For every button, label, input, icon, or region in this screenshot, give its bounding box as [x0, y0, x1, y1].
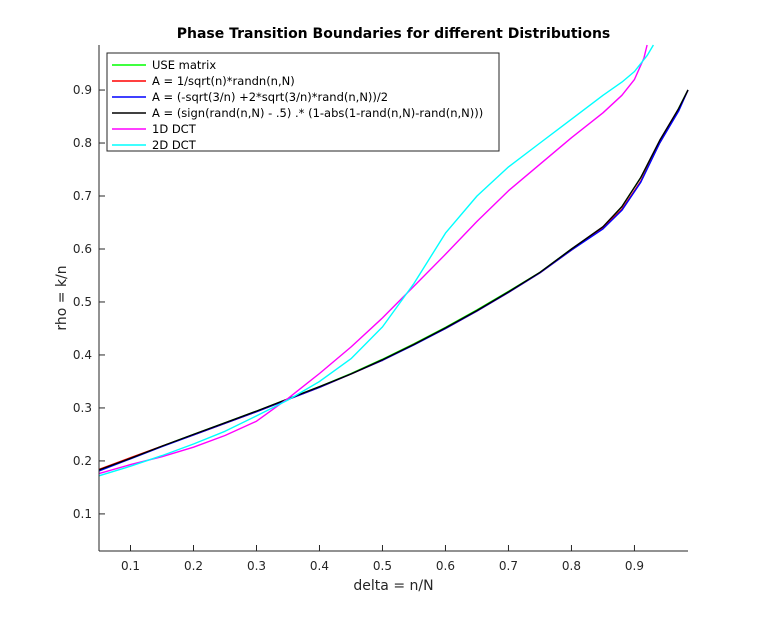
x-tick-label: 0.7	[499, 559, 518, 573]
y-tick-label: 0.7	[73, 189, 92, 203]
y-tick-label: 0.5	[73, 295, 92, 309]
axes-layer	[98, 45, 688, 552]
legend-label-3: A = (-sqrt(3/n) +2*sqrt(3/n)*rand(n,N))/…	[152, 90, 388, 104]
x-axis-label: delta = n/N	[353, 578, 433, 594]
legend-label-6: 2D DCT	[152, 138, 197, 152]
y-tick-label: 0.8	[73, 136, 92, 150]
y-axis-label: rho = k/n	[54, 265, 70, 330]
legend-entries: USE matrix A = 1/sqrt(n)*randn(n,N) A = (-…	[112, 58, 483, 152]
y-tick-label: 0.6	[73, 242, 92, 256]
series-line-4	[98, 89, 689, 471]
x-tick-label: 0.3	[247, 559, 266, 573]
series-line-5	[98, 44, 648, 475]
x-ticks: 0.1 0.2 0.3 0.4 0.5 0.6 0.7 0.8 0.9	[121, 545, 644, 573]
y-tick-label: 0.2	[73, 454, 92, 468]
y-tick-label: 0.1	[73, 507, 92, 521]
chart-title: Phase Transition Boundaries for differen…	[177, 26, 611, 42]
y-tick-label: 0.4	[73, 348, 92, 362]
legend-label-1: USE matrix	[152, 58, 216, 72]
x-tick-label: 0.2	[184, 559, 203, 573]
y-tick-label: 0.9	[73, 83, 92, 97]
x-tick-label: 0.9	[625, 559, 644, 573]
y-tick-label: 0.3	[73, 401, 92, 415]
series-layer	[98, 44, 689, 477]
x-tick-label: 0.5	[373, 559, 392, 573]
legend-box	[106, 52, 500, 152]
y-ticks: 0.1 0.2 0.3 0.4 0.5 0.6 0.7 0.8 0.9	[73, 83, 105, 521]
x-tick-label: 0.4	[310, 559, 329, 573]
x-tick-label: 0.8	[562, 559, 581, 573]
series-line-6	[98, 44, 655, 477]
x-tick-label: 0.6	[436, 559, 455, 573]
legend-label-4: A = (sign(rand(n,N) - .5) .* (1-abs(1-ra…	[152, 106, 483, 120]
x-tick-label: 0.1	[121, 559, 140, 573]
legend-label-2: A = 1/sqrt(n)*randn(n,N)	[152, 74, 295, 88]
legend: USE matrix A = 1/sqrt(n)*randn(n,N) A = (-…	[106, 52, 500, 152]
legend-label-5: 1D DCT	[152, 122, 197, 136]
